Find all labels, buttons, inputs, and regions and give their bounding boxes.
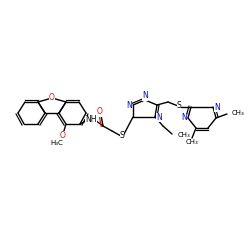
Text: N: N (156, 112, 162, 122)
Text: N: N (214, 102, 220, 112)
Text: O: O (60, 130, 66, 140)
Text: O: O (97, 108, 103, 116)
Text: N: N (126, 100, 132, 110)
Text: N: N (142, 92, 148, 100)
Text: CH₃: CH₃ (186, 139, 198, 145)
Text: S: S (176, 100, 182, 110)
Text: H₃C: H₃C (50, 140, 64, 146)
Text: CH₃: CH₃ (178, 132, 191, 138)
Text: O: O (49, 94, 55, 102)
Text: NH: NH (85, 116, 97, 124)
Text: N: N (181, 114, 187, 122)
Text: CH₃: CH₃ (232, 110, 245, 116)
Text: S: S (120, 132, 124, 140)
